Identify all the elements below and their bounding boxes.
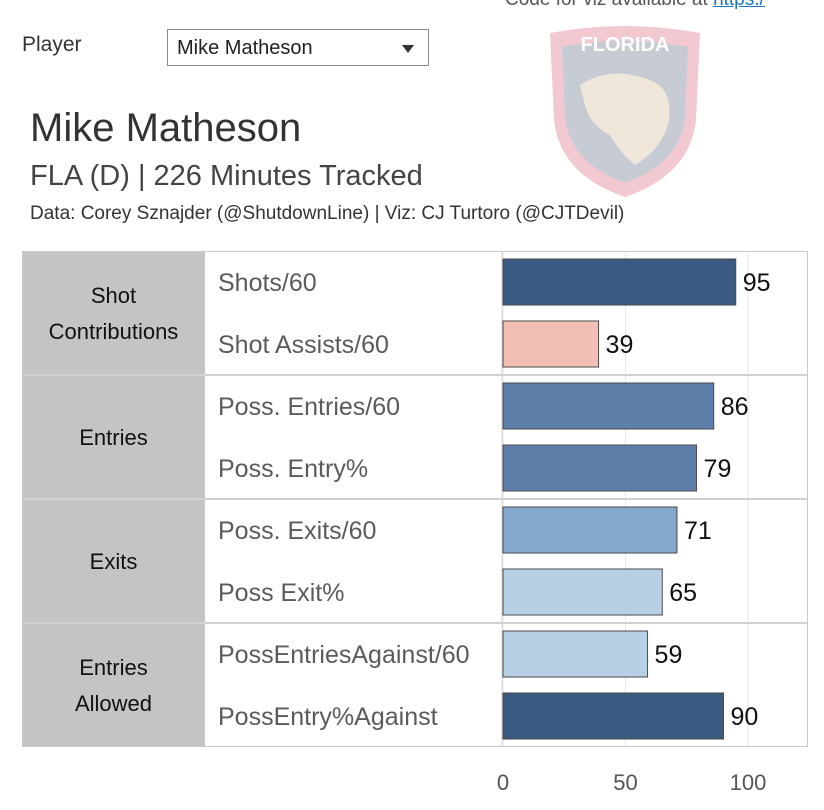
bar-value-label: 90: [731, 703, 759, 731]
metric-label: Poss Exit%: [218, 579, 344, 607]
metric-label: Shot Assists/60: [218, 331, 389, 359]
metric-label: PossEntry%Against: [218, 703, 438, 731]
metric-label: PossEntriesAgainst/60: [218, 641, 470, 669]
chevron-down-icon[interactable]: [402, 45, 414, 53]
group-label: Exits: [90, 549, 138, 574]
group-label: Allowed: [75, 691, 152, 716]
group-label: Shot: [91, 283, 136, 308]
code-note-text: Code for viz available at: [505, 0, 713, 10]
player-dropdown-value: Mike Matheson: [177, 37, 313, 59]
code-link[interactable]: https:/: [713, 0, 765, 10]
player-name-title: Mike Matheson: [30, 106, 302, 150]
x-tick-label: 50: [613, 770, 637, 795]
metric-bar: [502, 630, 649, 678]
player-filter-label: Player: [22, 33, 82, 56]
metric-bar: [502, 568, 663, 616]
metric-bar: [502, 320, 600, 368]
bar-value-label: 59: [655, 641, 683, 669]
bar-value-label: 95: [743, 269, 771, 297]
group-label: Contributions: [49, 319, 179, 344]
metric-bar: [502, 258, 737, 306]
bar-value-label: 71: [684, 517, 712, 545]
metric-bar: [502, 382, 715, 430]
group-label: Entries: [79, 425, 147, 450]
bar-value-label: 86: [721, 393, 749, 421]
bar-value-label: 79: [704, 455, 732, 483]
bar-value-label: 65: [669, 579, 697, 607]
x-tick-label: 100: [730, 770, 767, 795]
group-header-cell: [22, 375, 205, 499]
metric-bar: [502, 444, 698, 492]
metric-label: Poss. Entry%: [218, 455, 368, 483]
logo-wordmark: FLORIDA: [581, 34, 670, 56]
data-credits: Data: Corey Sznajder (@ShutdownLine) | V…: [30, 203, 625, 224]
metric-bar: [502, 692, 724, 740]
metric-label: Shots/60: [218, 269, 317, 297]
bar-value-label: 39: [606, 331, 634, 359]
code-availability-note: Code for viz available at https:/: [505, 0, 765, 11]
group-header-cell: [22, 499, 205, 623]
metric-label: Poss. Exits/60: [218, 517, 376, 545]
florida-panthers-logo: FLORIDA: [550, 26, 700, 197]
metric-bar: [502, 506, 678, 554]
group-label: Entries: [79, 655, 147, 680]
player-info-subtitle: FLA (D) | 226 Minutes Tracked: [30, 160, 423, 192]
group-header-cell: [22, 251, 205, 375]
player-dropdown[interactable]: Mike Matheson: [167, 29, 429, 66]
group-header-cell: [22, 623, 205, 747]
x-tick-label: 0: [497, 770, 509, 795]
metric-label: Poss. Entries/60: [218, 393, 400, 421]
